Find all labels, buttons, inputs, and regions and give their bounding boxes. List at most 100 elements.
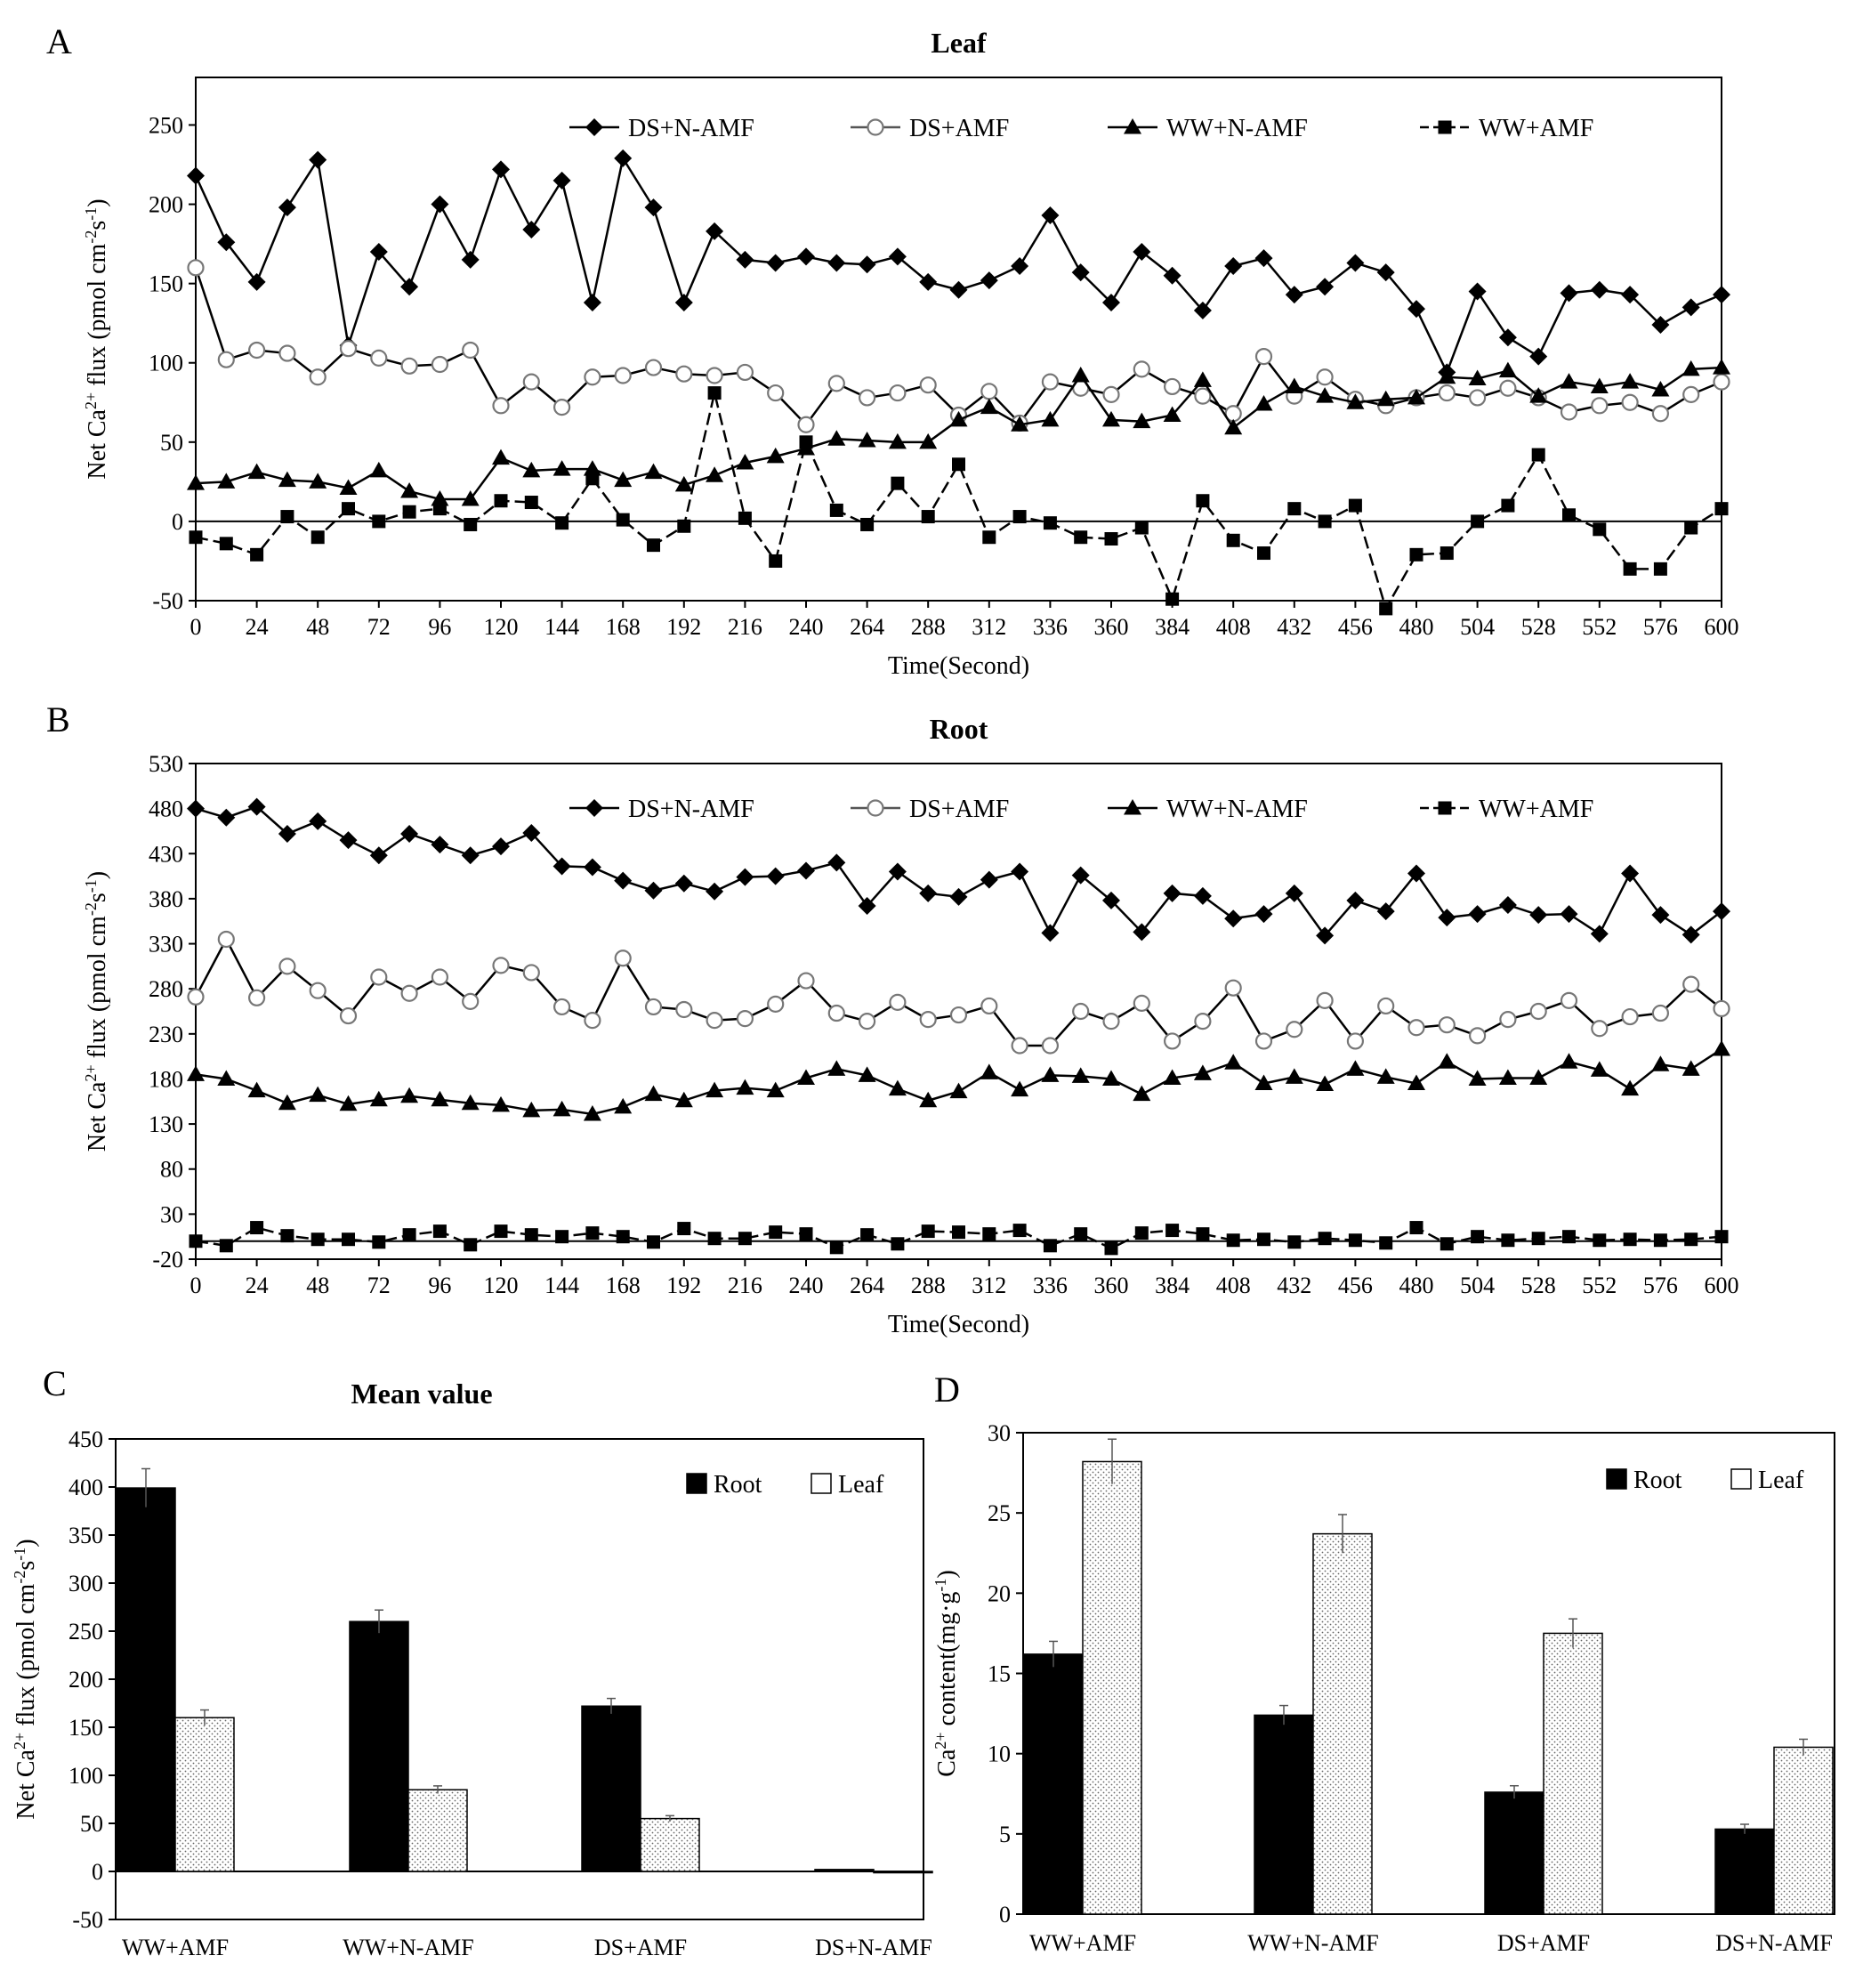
data-point [919,376,937,394]
y-tick-label: 50 [80,1811,103,1837]
x-tick-label: 96 [428,1273,451,1298]
data-point [1623,562,1637,576]
data-point [187,1065,205,1081]
legend-marker [867,799,884,817]
data-point [1440,1237,1454,1251]
y-tick-label: 200 [69,1667,103,1693]
x-tick-label: 192 [666,614,701,640]
data-point [1041,924,1060,942]
data-point [461,250,480,269]
data-point [614,950,632,967]
data-point [1682,1060,1700,1076]
bar [174,1717,235,1872]
x-tick-label: 264 [850,614,884,640]
data-point [1012,510,1027,524]
data-point [1498,1069,1517,1085]
data-point [1682,298,1700,317]
data-point [1163,1032,1182,1050]
data-point [400,482,419,498]
data-point [1438,384,1456,402]
data-point [492,397,510,415]
data-point [674,874,693,893]
data-point [860,517,875,531]
data-point [1102,410,1120,427]
data-point [1376,1068,1395,1084]
data-point [1074,1227,1088,1241]
data-point [1316,368,1334,386]
data-point [369,846,388,865]
data-point [1407,300,1425,319]
data-point [949,1006,968,1024]
data-point [1194,1013,1212,1030]
y-tick-label: 430 [149,841,183,867]
panel-letter-b: B [46,699,70,739]
data-point [736,363,754,382]
data-point [827,853,846,872]
x-tick-label: 24 [246,614,269,640]
data-point [278,958,296,975]
legend-label: DS+AMF [909,115,1009,142]
data-point [706,222,724,240]
data-point [555,1230,569,1244]
y-tick-label: 380 [149,886,183,912]
data-point [1072,1002,1090,1021]
data-point [583,1104,601,1121]
data-point [706,1012,723,1030]
data-point [583,460,601,476]
y-tick-label: 300 [69,1571,103,1596]
data-point [309,150,327,169]
data-point [187,166,205,185]
data-point [522,221,541,239]
data-point [461,489,480,506]
data-point [644,463,663,480]
data-point [1102,294,1120,312]
data-point [250,547,264,562]
y-tick-label: 100 [69,1763,103,1789]
data-point [342,1232,355,1247]
chart-title: Root [930,713,988,745]
data-point [1438,1016,1456,1034]
data-point [400,1087,419,1103]
y-tick-label: 30 [988,1420,1011,1446]
data-point [797,861,815,880]
x-tick-label: 192 [666,1273,701,1298]
legend-label: WW+AMF [1479,796,1593,823]
category-label: DS+AMF [1497,1930,1590,1956]
bar [116,1487,176,1872]
data-point [492,1095,510,1112]
x-tick-label: 336 [1033,1273,1068,1298]
data-point [736,1010,754,1028]
bar [1543,1632,1603,1915]
data-point [1285,1068,1303,1084]
data-point [1560,905,1578,924]
data-point [797,247,815,266]
data-point [1376,902,1395,921]
data-point [949,280,968,299]
mean-flux-bar-chart: Mean value -50 0 50 100 150 200 250 300 350 400 450… [11,1378,933,1960]
x-tick-label: 24 [246,1273,269,1298]
data-point [1529,906,1548,925]
data-point [891,1237,905,1251]
legend-label: DS+N-AMF [628,796,754,823]
data-point [1257,1232,1270,1247]
data-point [369,1090,388,1107]
data-point [677,519,691,533]
data-point [827,375,845,392]
legend-label: Root [714,1471,762,1499]
legend-marker [585,799,603,817]
data-point [769,1225,783,1240]
data-point [187,474,205,490]
data-point [461,1094,480,1111]
data-point [1254,905,1273,924]
data-point [952,457,965,472]
data-point [829,1240,843,1255]
data-point [1499,379,1517,397]
x-tick-label: 168 [606,1273,641,1298]
y-tick-label: 200 [149,192,183,218]
data-point [369,243,388,261]
data-point [949,1082,968,1099]
data-point [1499,1011,1517,1029]
data-point [524,1228,538,1242]
x-tick-label: 552 [1582,614,1617,640]
data-point [432,502,447,516]
